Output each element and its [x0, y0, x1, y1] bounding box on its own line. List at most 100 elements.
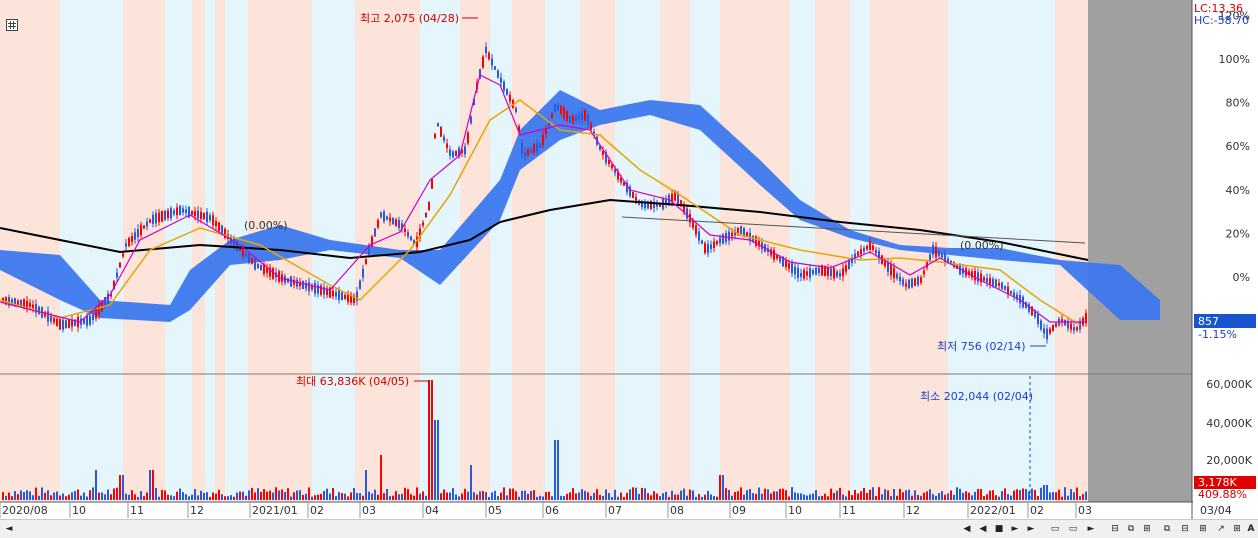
candle-body [338, 290, 340, 300]
candle-body [308, 282, 310, 291]
candle-body [419, 228, 421, 238]
candle-body [1085, 312, 1087, 324]
date-label: 12 [906, 504, 920, 517]
candle-body [203, 212, 205, 220]
volume-bar [1031, 488, 1033, 500]
candle-body [812, 270, 814, 274]
volume-bar [839, 487, 841, 500]
volume-bar [968, 492, 970, 500]
scroll-right-button[interactable]: ► [1087, 524, 1095, 534]
grid-icon[interactable] [6, 19, 18, 31]
period-band [165, 0, 192, 502]
candle-body [383, 211, 385, 222]
candle-body [263, 264, 265, 274]
candle-body [992, 278, 994, 286]
volume-bar [314, 495, 316, 500]
candle-body [11, 299, 13, 305]
rewind-button[interactable]: ◀ [979, 524, 987, 534]
candle-body [248, 253, 250, 263]
candle-body [854, 253, 856, 259]
volume-bar [728, 489, 730, 500]
volume-bar [257, 488, 259, 500]
candle-body [179, 205, 181, 216]
price-axis-bg [1193, 0, 1258, 519]
volume-bar [554, 440, 556, 500]
candle-body [932, 245, 934, 255]
volume-bar [95, 470, 97, 500]
candle-body [566, 111, 568, 121]
volume-bar [953, 494, 955, 500]
candle-body [830, 268, 832, 277]
candle-body [446, 143, 448, 148]
candle-body [158, 212, 160, 223]
candle-body [350, 294, 352, 303]
scroll-left-button[interactable]: ◄ [5, 524, 13, 534]
candle-body [740, 226, 742, 234]
prev-button[interactable]: ◀ [963, 524, 971, 534]
candle-body [998, 282, 1000, 286]
candle-body [797, 267, 799, 278]
volume-bar [236, 492, 238, 500]
volume-bar [686, 495, 688, 500]
volume-bar [911, 495, 913, 500]
volume-bar [590, 495, 592, 500]
volume-bar [134, 494, 136, 500]
candle-body [212, 215, 214, 226]
layout-icon[interactable]: ⊟ [1111, 524, 1119, 534]
zoom-in-icon[interactable]: ▭ [1068, 524, 1078, 534]
volume-bar [1025, 489, 1027, 500]
volume-bar [1016, 489, 1018, 500]
volume-bar [965, 491, 967, 500]
ma-mid-line [0, 99, 1081, 326]
volume-bar [488, 496, 490, 500]
volume-bar [1019, 490, 1021, 500]
cursor-icon[interactable]: ↗ [1217, 524, 1225, 534]
volume-bar [989, 490, 991, 500]
volume-bar [815, 490, 817, 500]
price-tick: 20% [1226, 227, 1250, 240]
copy-icon[interactable]: ⧉ [1127, 524, 1135, 534]
candle-body [470, 116, 472, 124]
volume-bar [500, 492, 502, 500]
candle-body [698, 231, 700, 241]
split-icon[interactable]: ⊞ [1143, 524, 1151, 534]
candle-body [170, 208, 172, 219]
candle-body [326, 288, 328, 296]
stop-button[interactable]: ■ [994, 524, 1004, 534]
candle-body [1007, 286, 1009, 294]
candle-body [971, 271, 973, 278]
candle-body [608, 159, 610, 165]
minus-icon[interactable]: ⊟ [1181, 524, 1189, 534]
zoom-out-icon[interactable]: ▭ [1050, 524, 1060, 534]
next-button[interactable]: ► [1027, 524, 1035, 534]
candle-body [104, 297, 106, 308]
candle-body [695, 225, 697, 235]
candle-body [719, 237, 721, 244]
candle-body [437, 122, 439, 127]
candle-body [776, 255, 778, 259]
candle-body [581, 112, 583, 121]
window-icon[interactable]: ⧉ [1163, 524, 1171, 534]
font-button[interactable]: A [1247, 524, 1255, 534]
candle-body [1037, 313, 1039, 325]
candle-body [377, 219, 379, 228]
crosshair-icon[interactable]: ⊞ [1233, 524, 1241, 534]
volume-bar [533, 490, 535, 500]
candle-body [977, 272, 979, 282]
volume-bar [1085, 491, 1087, 500]
volume-bar [542, 496, 544, 500]
volume-bar [620, 492, 622, 500]
period-band [490, 0, 512, 502]
candle-body [410, 236, 412, 241]
volume-bar [152, 470, 154, 500]
volume-bar [878, 487, 880, 500]
candle-body [509, 94, 511, 102]
candle-body [188, 206, 190, 218]
candle-body [5, 297, 7, 305]
plus-icon[interactable]: ⊞ [1199, 524, 1207, 534]
candle-body [422, 222, 424, 226]
forward-button[interactable]: ► [1011, 524, 1019, 534]
chart-scrollbar[interactable]: ◄ ◀ ◀ ■ ► ► ▭ ▭ ► ⊟ ⧉ ⊞ ⧉ ⊟ ⊞ ↗ ⊞ A [0, 519, 1258, 538]
candle-body [641, 202, 643, 208]
